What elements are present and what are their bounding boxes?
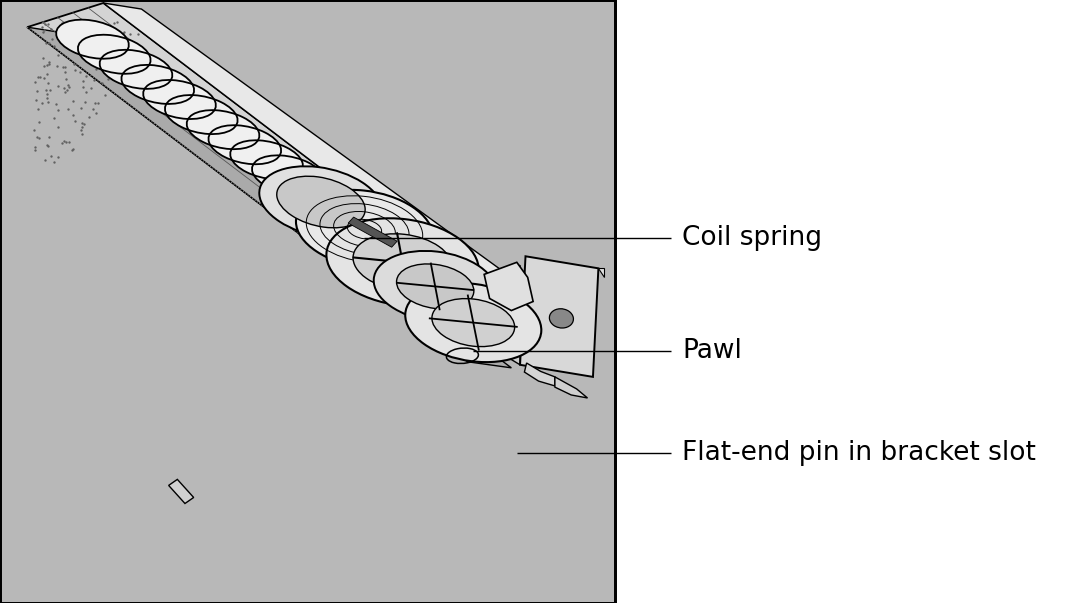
Ellipse shape: [122, 65, 194, 104]
Ellipse shape: [374, 251, 496, 322]
Ellipse shape: [326, 218, 479, 306]
Text: Pawl: Pawl: [682, 338, 742, 364]
Polygon shape: [103, 3, 582, 338]
Ellipse shape: [354, 234, 452, 291]
Polygon shape: [484, 262, 533, 311]
Ellipse shape: [187, 110, 259, 149]
Ellipse shape: [405, 283, 542, 362]
Polygon shape: [348, 217, 397, 247]
Ellipse shape: [100, 50, 172, 89]
Polygon shape: [520, 256, 598, 377]
Ellipse shape: [165, 95, 237, 134]
Ellipse shape: [296, 190, 433, 268]
Polygon shape: [169, 479, 194, 504]
Polygon shape: [524, 363, 555, 386]
Bar: [0, 0, 615, 603]
Text: Flat-end pin in bracket slot: Flat-end pin in bracket slot: [682, 440, 1036, 467]
Ellipse shape: [209, 125, 281, 164]
Polygon shape: [555, 377, 588, 398]
Bar: [0, 0, 615, 603]
Text: Coil spring: Coil spring: [682, 225, 823, 251]
Ellipse shape: [259, 166, 383, 238]
Polygon shape: [598, 268, 604, 277]
Ellipse shape: [276, 176, 366, 228]
Ellipse shape: [57, 20, 128, 58]
Ellipse shape: [274, 171, 346, 209]
Polygon shape: [27, 27, 511, 368]
Ellipse shape: [231, 140, 302, 179]
Ellipse shape: [396, 264, 474, 309]
Ellipse shape: [78, 35, 150, 74]
Polygon shape: [495, 265, 520, 365]
Ellipse shape: [144, 80, 215, 119]
Ellipse shape: [549, 309, 573, 328]
Ellipse shape: [432, 298, 515, 347]
Ellipse shape: [252, 156, 324, 194]
Polygon shape: [27, 3, 544, 362]
